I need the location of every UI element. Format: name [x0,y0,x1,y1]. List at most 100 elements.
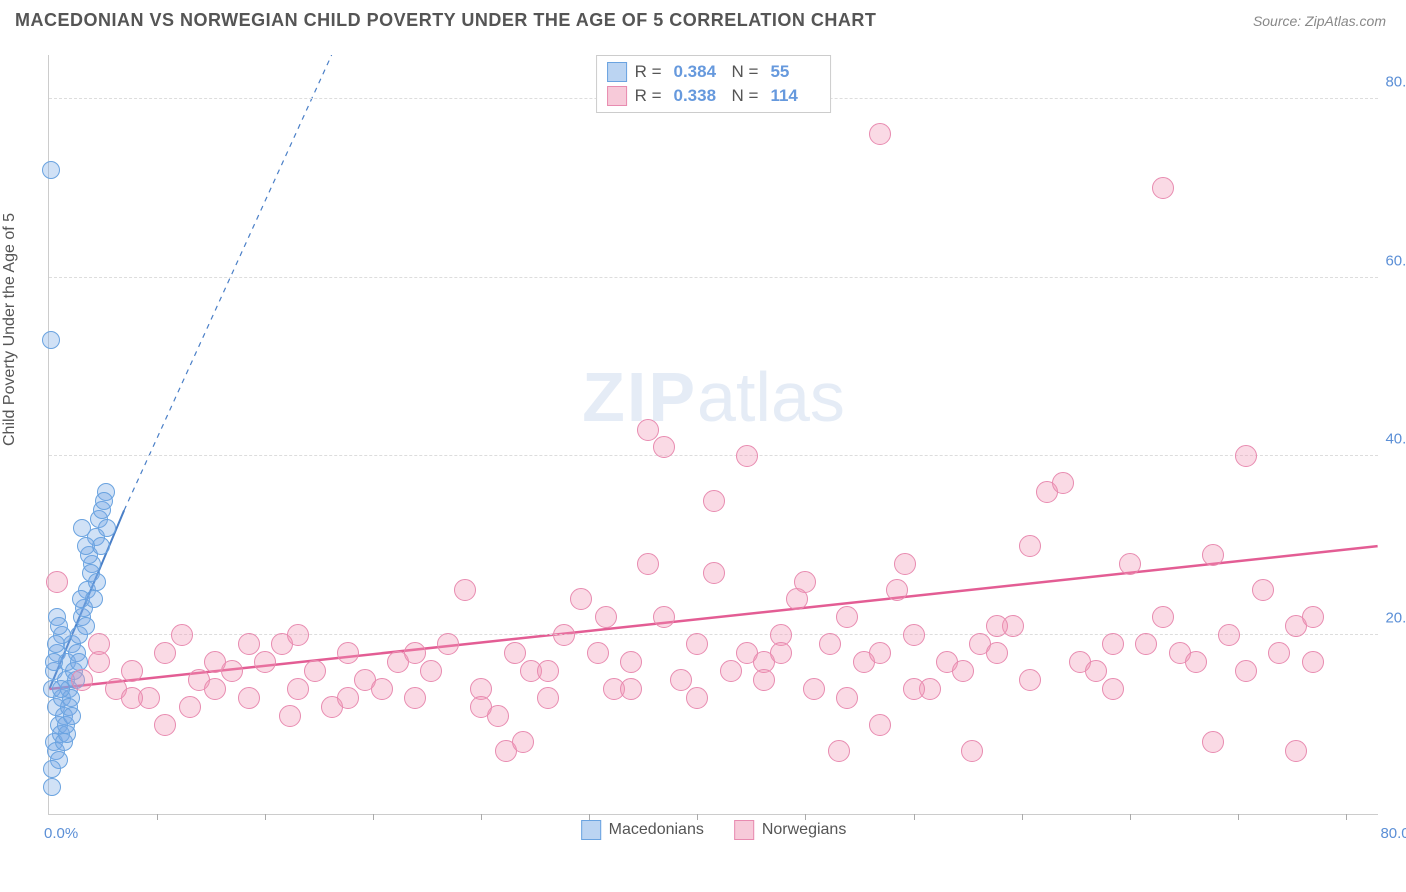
data-point [43,760,61,778]
data-point [1235,660,1257,682]
x-tick [373,814,374,820]
series-legend: Macedonians Norwegians [581,820,847,840]
source-name: ZipAtlas.com [1305,13,1386,29]
data-point [686,687,708,709]
x-tick [1022,814,1023,820]
data-point [1152,177,1174,199]
data-point [121,687,143,709]
n-value-macedonians: 55 [770,62,820,82]
data-point [620,651,642,673]
data-point [836,687,858,709]
r-label: R = [635,86,662,106]
data-point [570,588,592,610]
data-point [46,571,68,593]
data-point [637,419,659,441]
gridline [49,455,1378,456]
data-point [637,553,659,575]
legend-row-macedonians: R = 0.384 N = 55 [607,60,821,84]
data-point [703,562,725,584]
data-point [653,606,675,628]
data-point [238,687,260,709]
data-point [404,642,426,664]
data-point [986,615,1008,637]
n-label: N = [732,62,759,82]
data-point [63,707,81,725]
data-point [121,660,143,682]
data-point [1252,579,1274,601]
y-axis-title: Child Poverty Under the Age of 5 [1,213,19,446]
x-tick [914,814,915,820]
data-point [71,669,93,691]
data-point [819,633,841,655]
data-point [961,740,983,762]
data-point [903,624,925,646]
data-point [77,537,95,555]
x-axis-min: 0.0% [44,825,78,842]
data-point [886,579,908,601]
data-point [470,696,492,718]
chart-title: MACEDONIAN VS NORWEGIAN CHILD POVERTY UN… [15,10,876,31]
data-point [537,660,559,682]
data-point [287,624,309,646]
data-point [587,642,609,664]
data-point [337,687,359,709]
data-point [1119,553,1141,575]
x-tick [805,814,806,820]
legend-item-norwegians: Norwegians [734,820,846,840]
data-point [1019,535,1041,557]
data-point [50,617,68,635]
data-point [238,633,260,655]
legend-row-norwegians: R = 0.338 N = 114 [607,84,821,108]
data-point [52,680,70,698]
data-point [1202,544,1224,566]
y-tick-label: 40.0% [1385,431,1406,448]
n-value-norwegians: 114 [770,86,820,106]
legend-item-macedonians: Macedonians [581,820,704,840]
data-point [42,161,60,179]
y-tick-label: 20.0% [1385,610,1406,627]
swatch-norwegians-bottom [734,820,754,840]
data-point [1052,472,1074,494]
x-tick [697,814,698,820]
data-point [828,740,850,762]
data-point [1302,606,1324,628]
data-point [620,678,642,700]
data-point [504,642,526,664]
data-point [171,624,193,646]
data-point [404,687,426,709]
data-point [952,660,974,682]
data-point [1135,633,1157,655]
x-tick [589,814,590,820]
data-point [869,714,891,736]
data-point [279,705,301,727]
data-point [986,642,1008,664]
y-tick-label: 80.0% [1385,73,1406,90]
r-value-norwegians: 0.338 [674,86,724,106]
data-point [154,642,176,664]
correlation-legend: R = 0.384 N = 55 R = 0.338 N = 114 [596,55,832,113]
x-tick [157,814,158,820]
y-tick-label: 60.0% [1385,252,1406,269]
legend-label-norwegians: Norwegians [762,821,846,839]
data-point [77,617,95,635]
data-point [894,553,916,575]
data-point [736,445,758,467]
data-point [1202,731,1224,753]
data-point [304,660,326,682]
data-point [45,653,63,671]
data-point [670,669,692,691]
data-point [98,519,116,537]
data-point [85,590,103,608]
data-point [1019,669,1041,691]
data-point [73,519,91,537]
r-label: R = [635,62,662,82]
x-tick [1130,814,1131,820]
data-point [720,660,742,682]
data-point [869,642,891,664]
data-point [686,633,708,655]
data-point [1285,740,1307,762]
source-label: Source: [1253,13,1305,29]
chart-header: MACEDONIAN VS NORWEGIAN CHILD POVERTY UN… [0,0,1406,31]
data-point [254,651,276,673]
data-point [794,571,816,593]
